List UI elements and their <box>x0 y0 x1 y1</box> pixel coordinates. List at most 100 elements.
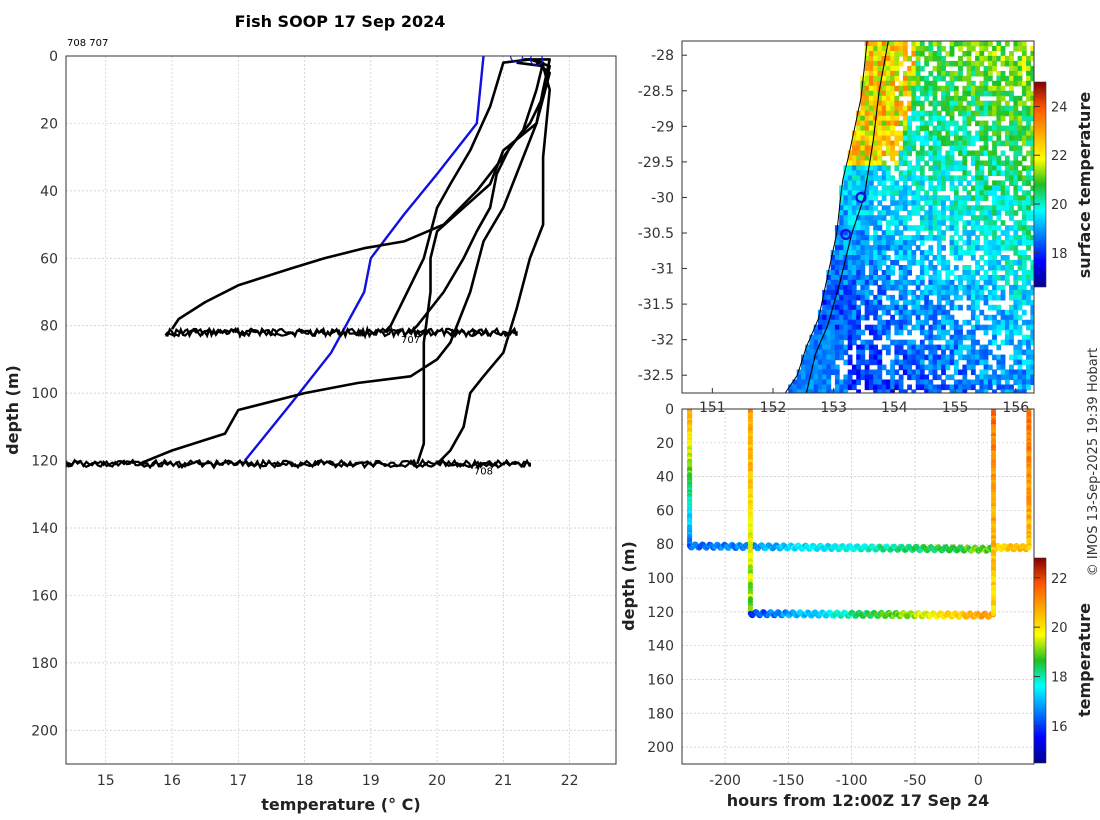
sst-cell <box>970 85 976 92</box>
sst-cell <box>919 319 925 326</box>
sst-cell <box>873 185 878 191</box>
sst-cell <box>1026 55 1031 62</box>
sst-cell <box>898 51 904 57</box>
sst-cell <box>856 160 861 167</box>
sst-cell <box>1013 279 1019 286</box>
sst-cell <box>924 175 929 181</box>
sst-cell <box>856 314 861 321</box>
sst-cell <box>928 120 934 127</box>
sst-cell <box>1013 270 1019 276</box>
sst-cell <box>1013 245 1019 251</box>
sst-cell <box>987 60 993 67</box>
sst-cell <box>890 75 895 82</box>
sst-cell <box>936 150 942 157</box>
sst-cell <box>911 359 917 366</box>
sst-cell <box>983 120 989 127</box>
sst-cell <box>945 150 951 157</box>
sst-cell <box>881 240 887 246</box>
sst-cell <box>915 130 921 137</box>
sst-cell <box>983 110 989 117</box>
profile-ticks: 15 16 17 18 19 20 21 22020406080100120140160180… <box>31 49 578 789</box>
sst-cell <box>979 289 985 296</box>
sst-cell <box>915 384 921 391</box>
sst-cell <box>843 250 849 256</box>
sst-cell <box>864 299 870 306</box>
sst-cell <box>839 379 844 386</box>
sst-cell <box>932 190 938 196</box>
sst-cell <box>907 245 912 251</box>
sst-cell <box>979 170 985 176</box>
sst-cell <box>970 70 976 77</box>
sst-cell <box>907 55 912 62</box>
sst-cell <box>1000 55 1006 62</box>
sst-cell <box>834 374 840 381</box>
sst-cell <box>958 180 963 186</box>
sst-cell <box>966 210 972 216</box>
sst-cell <box>1017 75 1023 82</box>
sst-cell <box>953 70 959 77</box>
sst-cell <box>907 299 912 306</box>
sst-cell <box>1017 205 1023 211</box>
sst-cell <box>932 185 938 191</box>
sst-cell <box>830 349 836 356</box>
sst-cell <box>868 135 874 142</box>
sst-cell <box>851 185 857 191</box>
sst-cell <box>890 130 895 137</box>
sst-cell <box>830 344 836 351</box>
sst-cell <box>851 279 857 286</box>
sst-cell <box>953 284 959 291</box>
sst-cell <box>902 270 908 276</box>
sst-cell <box>902 205 908 211</box>
sst-cell <box>915 319 921 326</box>
sst-cell <box>992 260 997 266</box>
sst-cell <box>996 304 1002 311</box>
sst-cell <box>1026 374 1031 381</box>
sst-cell <box>830 270 836 276</box>
sst-cell <box>970 359 976 366</box>
sst-cell <box>966 384 972 391</box>
sst-cell <box>941 260 946 266</box>
sst-cell <box>873 100 878 107</box>
sst-cell <box>1009 324 1014 331</box>
sst-cell <box>979 85 985 92</box>
depth-time-point <box>1026 545 1032 551</box>
sst-cell <box>1017 41 1023 47</box>
sst-cell <box>885 115 891 122</box>
sst-cell <box>851 309 857 316</box>
sst-cell <box>992 339 997 346</box>
sst-cell <box>868 260 874 266</box>
sst-cell <box>924 195 929 201</box>
sst-cell <box>843 210 849 216</box>
sst-cell <box>970 339 976 346</box>
sst-cell <box>826 359 832 366</box>
sst-cell <box>1013 225 1019 231</box>
sst-cell <box>1026 175 1031 181</box>
sst-cell <box>868 155 874 162</box>
sst-cell <box>966 379 972 386</box>
sst-cell <box>907 130 912 137</box>
sst-cell <box>847 155 853 162</box>
sst-cell <box>979 110 985 117</box>
sst-cell <box>915 200 921 206</box>
sst-cell <box>1026 359 1031 366</box>
sst-cell <box>928 145 934 152</box>
sst-cell <box>928 329 934 336</box>
sst-cell <box>949 240 955 246</box>
sst-cell <box>992 65 997 72</box>
sst-cell <box>881 100 887 107</box>
sst-cell <box>1021 299 1027 306</box>
sst-cell <box>898 41 904 47</box>
sst-cell <box>1013 160 1019 167</box>
sst-cell <box>847 245 853 251</box>
sst-cell <box>1013 369 1019 376</box>
sst-cell <box>826 344 832 351</box>
sst-cell <box>975 165 980 171</box>
sst-cell <box>1004 200 1010 206</box>
sst-cell <box>868 359 874 366</box>
sst-cell <box>992 105 997 112</box>
sst-cell <box>856 120 861 127</box>
sst-cell <box>860 165 866 171</box>
sst-cell <box>873 135 878 142</box>
sst-cell <box>1004 195 1010 201</box>
sst-cell <box>826 324 832 331</box>
